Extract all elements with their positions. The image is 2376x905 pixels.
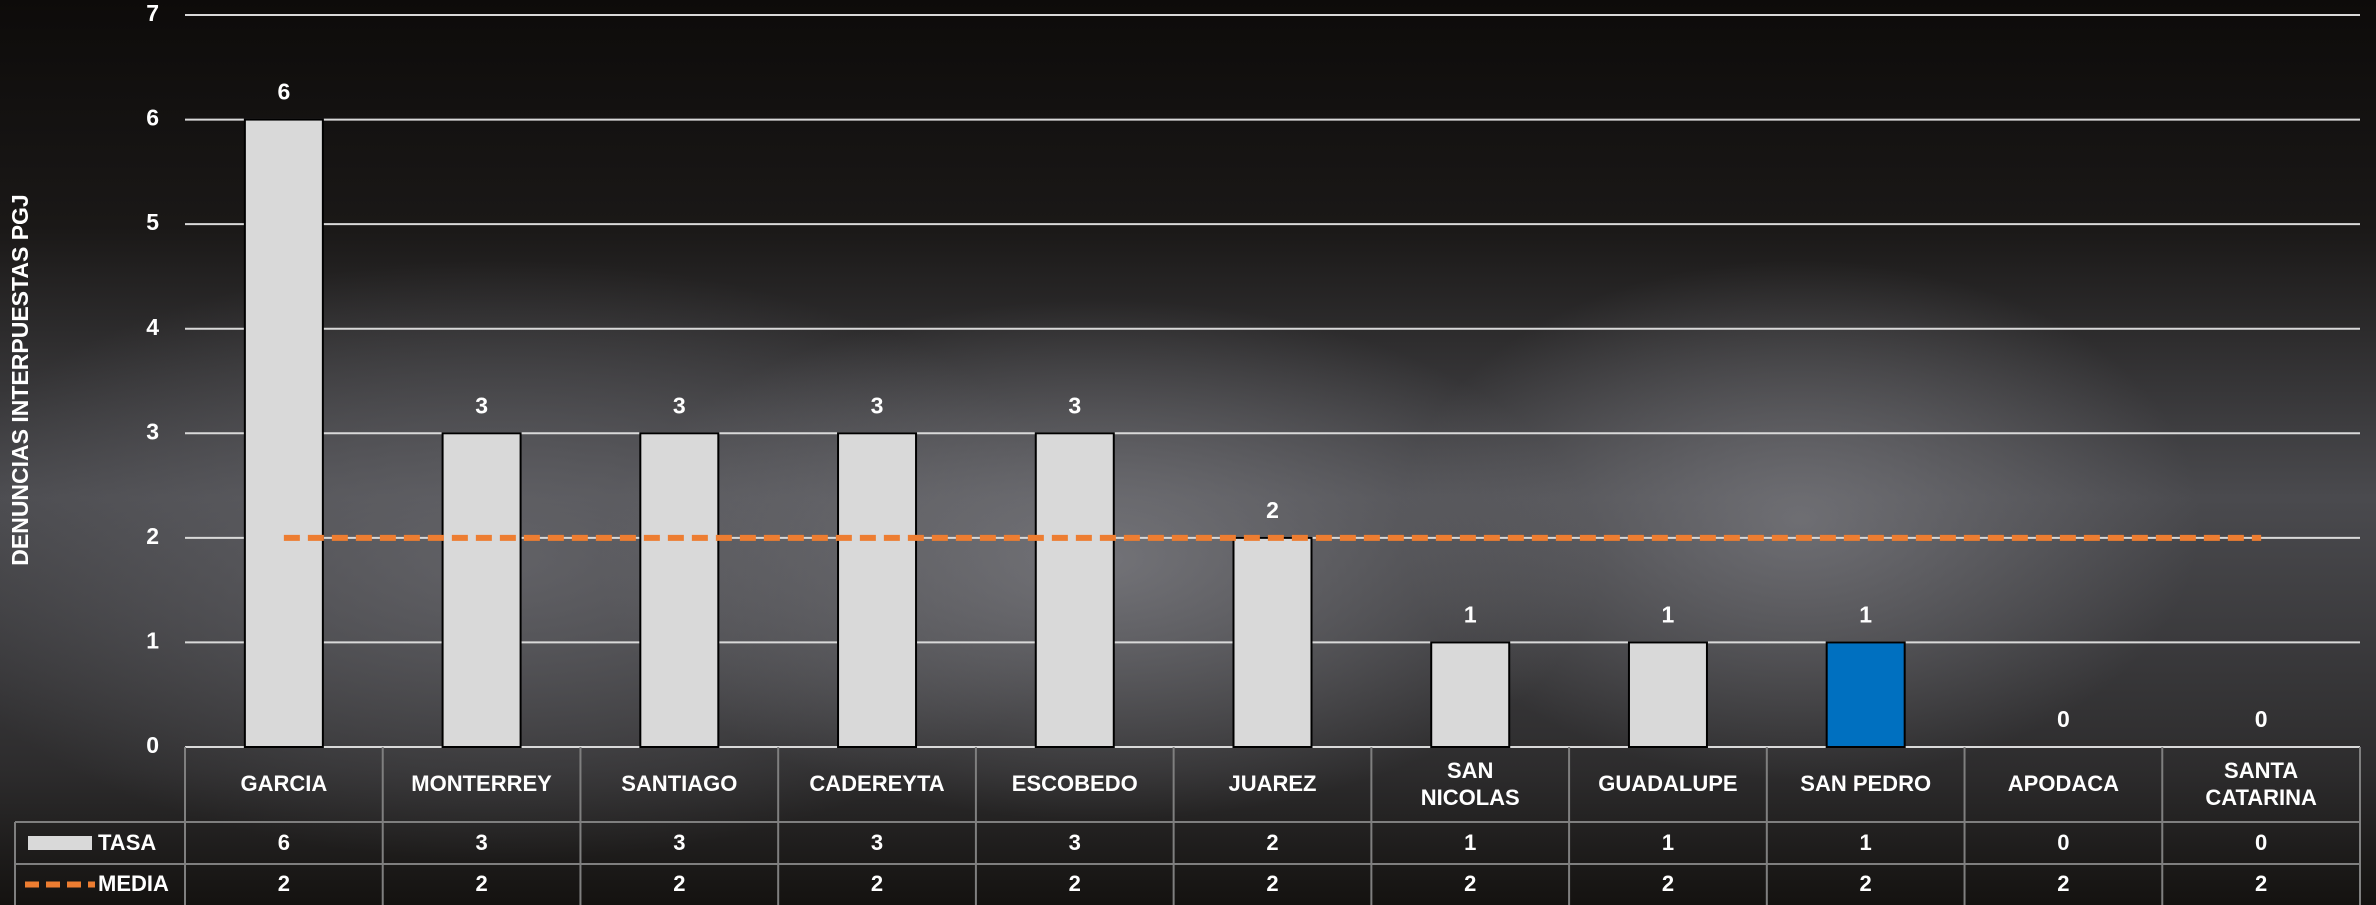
x-tick-label: SAN PEDRO (1800, 771, 1932, 797)
table-value: 2 (1464, 871, 1477, 897)
x-tick-label: GARCIA (240, 771, 328, 797)
table-value: 6 (277, 829, 290, 855)
data-label: 0 (2057, 706, 2070, 732)
y-tick-label: 4 (146, 314, 159, 340)
data-label: 1 (1859, 602, 1872, 628)
table-value: 2 (1661, 871, 1675, 897)
bar (441, 432, 522, 748)
legend-label: MEDIA (98, 871, 169, 897)
table-value: 2 (1859, 871, 1872, 897)
bar (1232, 536, 1313, 748)
table-value: 1 (1464, 829, 1477, 855)
table-value: 2 (2255, 871, 2268, 897)
table-value: 2 (673, 871, 686, 897)
x-tick-label: SANTA CATARINA (2205, 758, 2317, 810)
y-tick-label: 6 (146, 105, 159, 131)
bar (1825, 641, 1906, 749)
y-tick-label: 5 (146, 209, 159, 235)
table-value: 1 (1661, 829, 1675, 855)
data-label: 2 (1266, 497, 1279, 523)
y-tick-label: 2 (146, 523, 159, 549)
data-label: 3 (871, 392, 884, 418)
table-value: 1 (1859, 829, 1872, 855)
data-label: 0 (2255, 706, 2268, 732)
y-tick-label: 0 (146, 732, 159, 758)
y-axis-title: DENUNCIAS INTERPUESTAS PGJ (7, 194, 33, 565)
legend-label: TASA (98, 829, 157, 855)
bar (243, 118, 324, 749)
x-tick-label: APODACA (2007, 771, 2119, 797)
table-value: 3 (870, 829, 884, 855)
data-label: 3 (475, 392, 488, 418)
data-label: 1 (1464, 602, 1477, 628)
table-value: 2 (277, 871, 290, 897)
data-label: 6 (277, 79, 290, 105)
table-value: 0 (2255, 829, 2268, 855)
table-value: 2 (870, 871, 884, 897)
legend-swatch (28, 836, 92, 850)
x-tick-label: MONTERREY (411, 771, 552, 797)
y-tick-label: 7 (146, 0, 159, 26)
x-tick-label: SAN NICOLAS (1420, 758, 1520, 810)
table-value: 0 (2057, 829, 2070, 855)
table-value: 3 (475, 829, 488, 855)
bar (639, 432, 720, 748)
bar (837, 432, 918, 748)
x-tick-label: JUAREZ (1228, 771, 1317, 797)
bar (1034, 432, 1115, 748)
data-label: 3 (1068, 392, 1081, 418)
table-value: 2 (1266, 829, 1279, 855)
table-value: 2 (1266, 871, 1279, 897)
table-value: 3 (673, 829, 686, 855)
table-value: 2 (475, 871, 488, 897)
x-tick-label: CADEREYTA (809, 771, 945, 797)
data-label: 1 (1662, 602, 1675, 628)
table-value: 2 (1068, 871, 1081, 897)
bar (1430, 641, 1511, 749)
y-tick-label: 1 (146, 628, 159, 654)
bar (1627, 641, 1708, 749)
x-tick-label: SANTIAGO (621, 771, 738, 797)
data-label: 3 (673, 392, 686, 418)
table-value: 3 (1068, 829, 1081, 855)
x-tick-label: ESCOBEDO (1011, 771, 1138, 797)
y-tick-label: 3 (146, 418, 159, 444)
x-tick-label: GUADALUPE (1598, 771, 1738, 797)
table-value: 2 (2057, 871, 2070, 897)
